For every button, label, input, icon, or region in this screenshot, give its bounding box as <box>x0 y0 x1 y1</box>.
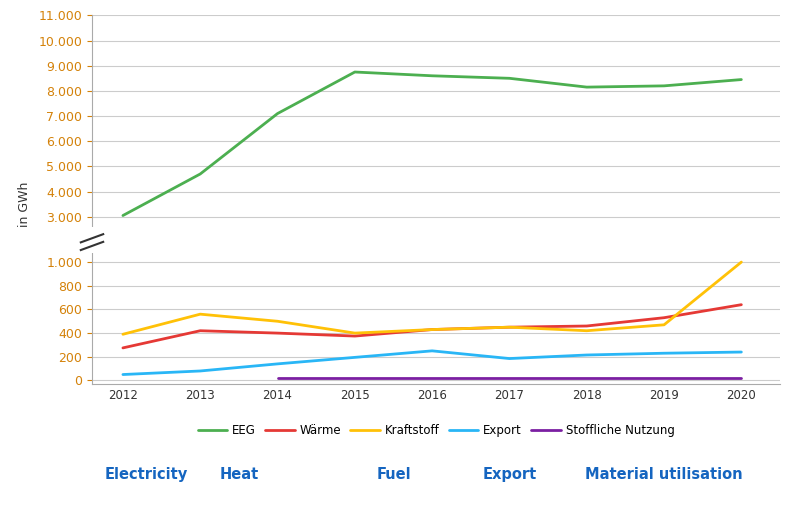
Export <box>350 354 360 360</box>
Line: Wärme: Wärme <box>123 305 742 348</box>
Export <box>118 372 128 378</box>
Text: Material utilisation: Material utilisation <box>586 466 743 482</box>
Kraftstoff <box>505 324 514 330</box>
Export <box>582 352 591 358</box>
Wärme <box>118 345 128 351</box>
EEG <box>118 16 128 23</box>
Kraftstoff <box>737 259 746 265</box>
Kraftstoff <box>118 331 128 337</box>
Wärme <box>505 324 514 330</box>
Legend: EEG, Wärme, Kraftstoff, Export, Stoffliche Nutzung: EEG, Wärme, Kraftstoff, Export, Stofflic… <box>193 419 679 442</box>
Export <box>505 355 514 361</box>
Line: Kraftstoff: Kraftstoff <box>123 262 742 334</box>
Text: Electricity: Electricity <box>105 466 188 482</box>
Kraftstoff <box>582 328 591 334</box>
Wärme <box>273 330 282 336</box>
Stoffliche Nutzung <box>582 375 591 381</box>
Text: Fuel: Fuel <box>376 466 410 482</box>
Stoffliche Nutzung <box>737 375 746 381</box>
Line: EEG: EEG <box>123 0 742 19</box>
Kraftstoff <box>427 327 437 333</box>
Line: Export: Export <box>123 351 742 375</box>
Text: Export: Export <box>482 466 537 482</box>
Kraftstoff <box>195 311 205 317</box>
Export <box>195 368 205 374</box>
Wärme <box>659 315 669 321</box>
Export <box>273 361 282 367</box>
Text: Heat: Heat <box>219 466 258 482</box>
Kraftstoff <box>350 330 360 336</box>
Stoffliche Nutzung <box>350 375 360 381</box>
Export <box>427 348 437 354</box>
Export <box>737 349 746 355</box>
Export <box>659 350 669 356</box>
Kraftstoff <box>659 322 669 328</box>
Stoffliche Nutzung <box>427 375 437 381</box>
Stoffliche Nutzung <box>659 375 669 381</box>
Wärme <box>737 302 746 308</box>
Wärme <box>350 333 360 339</box>
Wärme <box>427 327 437 333</box>
Text: in GWh: in GWh <box>18 182 30 227</box>
Stoffliche Nutzung <box>505 375 514 381</box>
Stoffliche Nutzung <box>273 375 282 381</box>
Wärme <box>195 328 205 334</box>
Kraftstoff <box>273 318 282 324</box>
Wärme <box>582 323 591 329</box>
